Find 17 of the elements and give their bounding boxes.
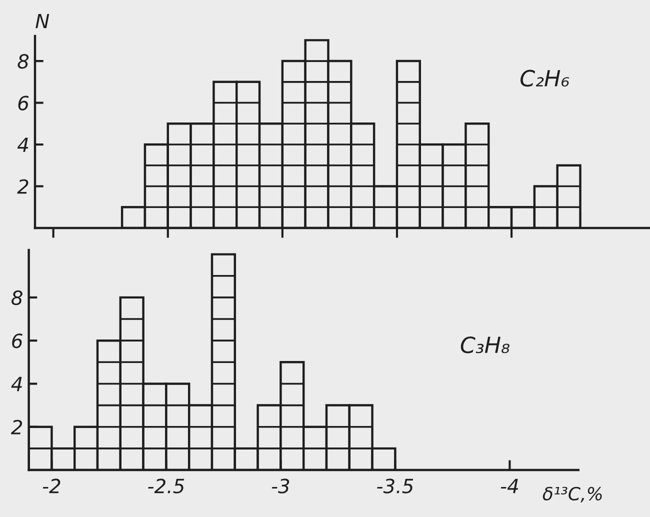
- y-tick-label: 2: [10, 420, 22, 434]
- y-tick-label: 4: [11, 376, 22, 392]
- y-tick-label: 2: [17, 179, 28, 194]
- x-tick-label: -2: [42, 478, 60, 494]
- x-axis-title: δ¹³C,%: [542, 486, 602, 502]
- y-tick-label: 6: [12, 334, 22, 348]
- y-tick-label: 8: [18, 54, 29, 69]
- x-tick-label: -3: [272, 478, 290, 494]
- y-axis-title: N: [36, 14, 50, 28]
- y-tick-label: 6: [18, 96, 29, 110]
- x-tick-label: -3.5: [377, 478, 414, 494]
- y-tick-label: 8: [12, 290, 22, 306]
- text: C₃H₈: [460, 336, 510, 354]
- x-tick-label: -4: [500, 478, 518, 494]
- y-tick-label: 4: [17, 138, 28, 152]
- text: C₂H₆: [520, 70, 570, 87]
- x-tick-label: -2.5: [148, 478, 184, 494]
